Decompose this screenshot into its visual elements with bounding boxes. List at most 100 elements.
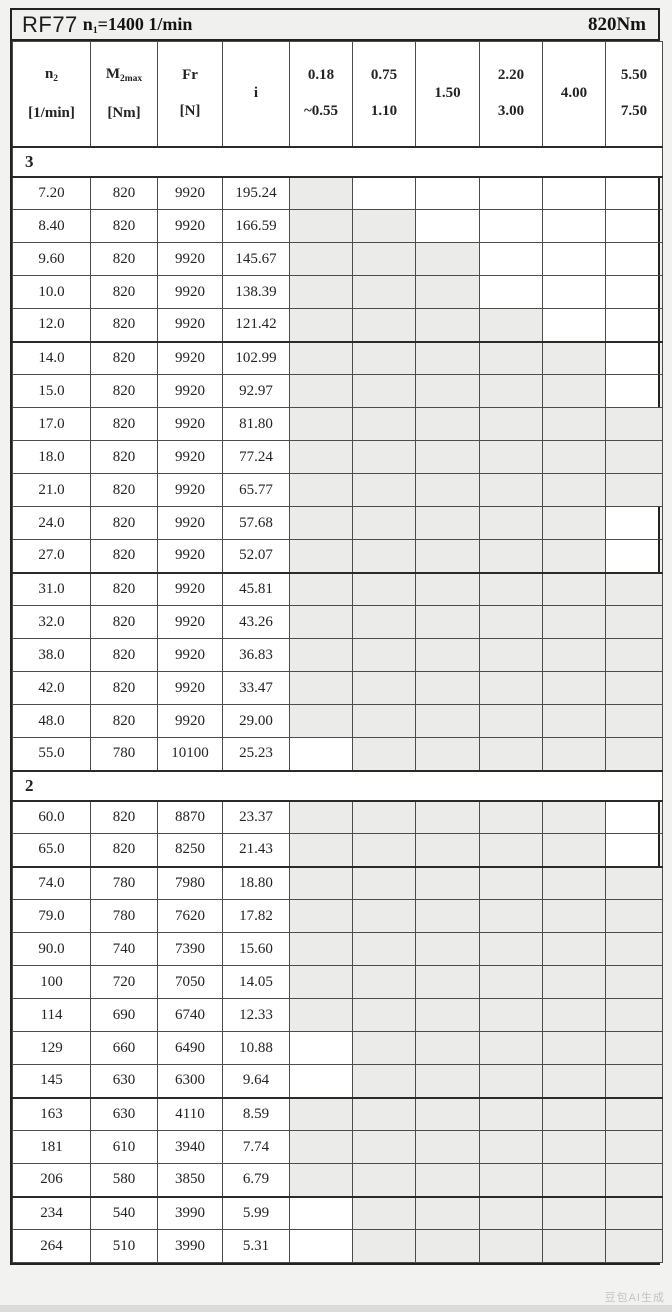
power-cell-1: [289, 571, 353, 606]
power-cell-2: [352, 932, 416, 966]
ratio-cell: 29.00: [222, 704, 290, 738]
power-cell-3: [415, 865, 480, 900]
power-cell-6: [605, 440, 663, 474]
n2-cell: 145: [12, 1064, 91, 1098]
n2-cell: 18.0: [12, 440, 91, 474]
power-cell-5: [542, 1229, 606, 1263]
power-cell-6: [605, 737, 663, 771]
table-row: 21.0 820 9920 65.77: [12, 473, 663, 507]
power-cell-2: [352, 737, 416, 771]
table-row: 10.0 820 9920 138.39: [12, 275, 663, 309]
m2max-cell: 820: [90, 275, 158, 309]
n2-cell: 27.0: [12, 539, 91, 573]
fr-cell: 6490: [157, 1031, 223, 1065]
power-cell-1: [289, 1096, 353, 1131]
m2max-cell: 820: [90, 176, 158, 210]
power-cell-4: [479, 1096, 543, 1131]
power-cell-2: [352, 539, 416, 573]
n2-cell: 79.0: [12, 899, 91, 933]
power-cell-6: [605, 899, 663, 933]
m2max-cell: 820: [90, 374, 158, 408]
n2-cell: 264: [12, 1229, 91, 1263]
fr-cell: 9920: [157, 374, 223, 408]
power-cell-6: [605, 965, 663, 999]
table-row: 129 660 6490 10.88: [12, 1031, 663, 1065]
fr-cell: 10100: [157, 737, 223, 771]
power-cell-4: [479, 275, 543, 309]
m2max-cell: 820: [90, 308, 158, 342]
power-cell-2: [352, 440, 416, 474]
power-cell-6: [605, 932, 663, 966]
fr-cell: 8870: [157, 800, 223, 834]
n2-cell: 48.0: [12, 704, 91, 738]
m2max-cell: 780: [90, 737, 158, 771]
gearbox-model: RF77: [22, 11, 78, 37]
table-title-bar: RF77 n1=1400 1/min 820Nm: [12, 10, 658, 41]
m2max-cell: 820: [90, 506, 158, 540]
m2max-cell: 510: [90, 1229, 158, 1263]
fr-cell: 4110: [157, 1096, 223, 1131]
fr-cell: 9920: [157, 209, 223, 243]
power-cell-5: [542, 440, 606, 474]
m2max-cell: 820: [90, 704, 158, 738]
power-cell-4: [479, 998, 543, 1032]
power-cell-3: [415, 704, 480, 738]
power-cell-5: [542, 275, 606, 309]
n2-cell: 42.0: [12, 671, 91, 705]
power-cell-5: [542, 571, 606, 606]
n2-cell: 181: [12, 1130, 91, 1164]
power-cell-4: [479, 737, 543, 771]
power-cell-5: [542, 1130, 606, 1164]
power-cell-4: [479, 1163, 543, 1197]
header-power-col-5: 4.00: [542, 41, 606, 148]
n2-cell: 163: [12, 1096, 91, 1131]
table-row: 8.40 820 9920 166.59: [12, 209, 663, 243]
table-row: 48.0 820 9920 29.00: [12, 704, 663, 738]
power-cell-1: [289, 800, 353, 834]
m2max-cell: 820: [90, 340, 158, 375]
power-cell-5: [542, 1031, 606, 1065]
fr-cell: 6300: [157, 1064, 223, 1098]
power-cell-5: [542, 473, 606, 507]
header-m2max-symbol: M2max: [105, 66, 143, 84]
power-cell-1: [289, 605, 353, 639]
power-cell-5: [542, 242, 606, 276]
ratio-cell: 77.24: [222, 440, 290, 474]
table-row: 114 690 6740 12.33: [12, 998, 663, 1032]
power-cell-4: [479, 1130, 543, 1164]
power-cell-6: [605, 1031, 663, 1065]
power-cell-4: [479, 308, 543, 342]
n2-cell: 8.40: [12, 209, 91, 243]
power-cell-3: [415, 965, 480, 999]
power-cell-2: [352, 800, 416, 834]
table-row: 264 510 3990 5.31: [12, 1229, 663, 1263]
ratio-cell: 36.83: [222, 638, 290, 672]
scan-shadow-strip: [0, 1305, 672, 1312]
power-cell-2: [352, 833, 416, 867]
ratio-cell: 81.80: [222, 407, 290, 441]
fr-cell: 7620: [157, 899, 223, 933]
m2max-cell: 780: [90, 865, 158, 900]
m2max-cell: 720: [90, 965, 158, 999]
power-cell-3: [415, 998, 480, 1032]
header-power-col-1: 0.18 ~0.55: [289, 41, 353, 148]
power-cell-1: [289, 1130, 353, 1164]
power-cell-4: [479, 539, 543, 573]
power-kw-line1: 1.50: [434, 85, 461, 102]
power-cell-6: [605, 176, 663, 210]
m2max-cell: 820: [90, 209, 158, 243]
m2max-cell: 820: [90, 605, 158, 639]
power-cell-5: [542, 865, 606, 900]
ratio-cell: 65.77: [222, 473, 290, 507]
ratio-cell: 14.05: [222, 965, 290, 999]
power-cell-2: [352, 1195, 416, 1230]
power-cell-4: [479, 340, 543, 375]
power-cell-5: [542, 1064, 606, 1098]
power-cell-6: [605, 242, 663, 276]
header-power-col-6: 5.50 7.50: [605, 41, 663, 148]
table-row: 12.0 820 9920 121.42: [12, 308, 663, 342]
power-cell-6: [605, 473, 663, 507]
fr-cell: 7980: [157, 865, 223, 900]
power-cell-6: [605, 1229, 663, 1263]
power-cell-2: [352, 605, 416, 639]
